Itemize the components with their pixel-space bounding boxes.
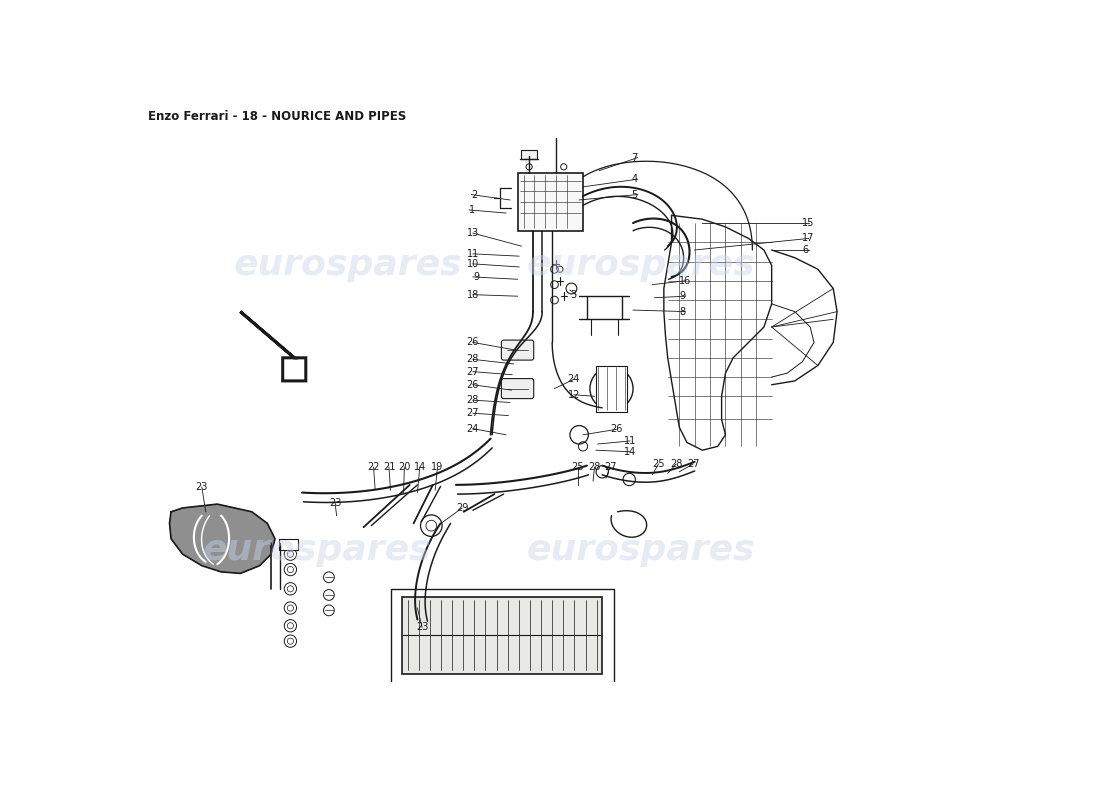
Circle shape — [284, 548, 297, 560]
Text: 5: 5 — [631, 190, 638, 199]
Text: 28: 28 — [670, 459, 682, 469]
Text: 14: 14 — [414, 462, 426, 472]
Text: 27: 27 — [466, 366, 480, 377]
Circle shape — [284, 619, 297, 632]
Text: 11: 11 — [624, 436, 636, 446]
Text: 26: 26 — [466, 338, 480, 347]
Text: 9: 9 — [473, 272, 480, 282]
Text: 29: 29 — [455, 503, 469, 513]
Text: 12: 12 — [568, 390, 580, 400]
Text: 26: 26 — [609, 425, 623, 434]
FancyBboxPatch shape — [502, 378, 534, 398]
Bar — [517, 173, 583, 230]
Bar — [403, 597, 603, 674]
Text: 23: 23 — [329, 498, 341, 507]
Text: 28: 28 — [466, 354, 480, 364]
Bar — [279, 538, 298, 550]
Text: 17: 17 — [803, 234, 815, 243]
Text: Enzo Ferrari - 18 - NOURICE AND PIPES: Enzo Ferrari - 18 - NOURICE AND PIPES — [147, 110, 406, 123]
Text: 18: 18 — [466, 290, 480, 300]
Circle shape — [284, 582, 297, 595]
Text: 15: 15 — [803, 218, 815, 228]
Text: 8: 8 — [680, 306, 685, 317]
Text: 28: 28 — [466, 395, 480, 405]
Text: 13: 13 — [466, 228, 480, 238]
Text: 1: 1 — [469, 205, 475, 215]
Text: 7: 7 — [631, 153, 638, 162]
FancyBboxPatch shape — [521, 150, 537, 159]
Text: 19: 19 — [431, 462, 443, 472]
Text: eurospares: eurospares — [204, 534, 431, 567]
Text: eurospares: eurospares — [527, 534, 755, 567]
Text: 4: 4 — [631, 174, 638, 184]
Bar — [596, 366, 627, 412]
Text: 28: 28 — [588, 462, 601, 472]
Text: 9: 9 — [680, 291, 685, 302]
Text: eurospares: eurospares — [234, 248, 462, 282]
Text: 21: 21 — [383, 462, 395, 472]
Text: 26: 26 — [466, 380, 480, 390]
Text: eurospares: eurospares — [527, 248, 755, 282]
Text: 25: 25 — [652, 459, 664, 469]
Text: 24: 24 — [568, 374, 580, 384]
Circle shape — [284, 563, 297, 576]
Text: 20: 20 — [398, 462, 410, 472]
Text: 2: 2 — [471, 190, 477, 199]
Text: 6: 6 — [803, 245, 808, 255]
Text: 27: 27 — [466, 408, 480, 418]
Text: 24: 24 — [466, 424, 480, 434]
Text: 10: 10 — [466, 259, 480, 269]
Text: 27: 27 — [686, 459, 700, 469]
Text: 27: 27 — [604, 462, 616, 472]
Text: 22: 22 — [367, 462, 380, 472]
Circle shape — [284, 635, 297, 647]
Text: 11: 11 — [466, 249, 480, 259]
Polygon shape — [169, 504, 275, 574]
Text: 23: 23 — [416, 622, 428, 632]
Text: 16: 16 — [680, 276, 692, 286]
FancyBboxPatch shape — [502, 340, 534, 360]
Text: 14: 14 — [624, 446, 636, 457]
Text: 25: 25 — [572, 462, 584, 472]
Text: 3: 3 — [570, 290, 576, 300]
Text: 23: 23 — [196, 482, 208, 492]
Circle shape — [284, 602, 297, 614]
